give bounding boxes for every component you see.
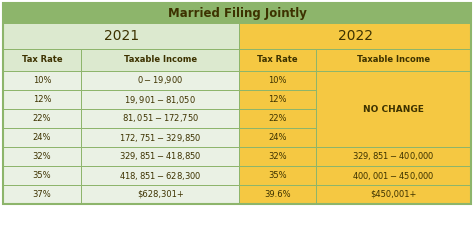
Text: Tax Rate: Tax Rate	[257, 55, 298, 64]
Bar	[239, 23, 471, 49]
Bar	[3, 71, 81, 90]
Bar	[3, 185, 81, 204]
Bar	[239, 185, 316, 204]
Bar	[3, 3, 471, 23]
Bar	[3, 166, 81, 185]
Bar	[3, 128, 81, 147]
Text: 22%: 22%	[33, 114, 51, 123]
Text: $172,751 - $329,850: $172,751 - $329,850	[119, 131, 201, 143]
Text: 24%: 24%	[33, 133, 51, 142]
Bar	[316, 49, 471, 71]
Text: $329,851 - $400,000: $329,851 - $400,000	[352, 151, 435, 163]
Text: 22%: 22%	[268, 114, 287, 123]
Bar	[239, 109, 316, 128]
Text: 32%: 32%	[33, 152, 51, 161]
Text: 37%: 37%	[33, 190, 51, 199]
Text: 10%: 10%	[33, 76, 51, 85]
Bar	[3, 109, 81, 128]
Bar	[3, 49, 81, 71]
Text: 39.6%: 39.6%	[264, 190, 291, 199]
Bar	[316, 71, 471, 147]
Text: Married Filing Jointly: Married Filing Jointly	[168, 7, 306, 20]
Bar	[239, 147, 316, 166]
Bar	[316, 166, 471, 185]
Bar	[3, 3, 471, 204]
Text: 12%: 12%	[268, 95, 287, 104]
Bar	[81, 71, 239, 90]
Text: 12%: 12%	[33, 95, 51, 104]
Text: $628,301+: $628,301+	[137, 190, 183, 199]
Bar	[239, 128, 316, 147]
Text: 24%: 24%	[268, 133, 287, 142]
Text: Taxable Income: Taxable Income	[124, 55, 197, 64]
Bar	[81, 147, 239, 166]
Bar	[81, 90, 239, 109]
Bar	[81, 49, 239, 71]
Text: $19,901 - $81,050: $19,901 - $81,050	[124, 93, 196, 105]
Bar	[81, 128, 239, 147]
Text: $0 - $19,900: $0 - $19,900	[137, 75, 183, 87]
Bar	[239, 71, 316, 90]
Bar	[239, 90, 316, 109]
Text: 10%: 10%	[268, 76, 287, 85]
Bar	[316, 185, 471, 204]
Text: Tax Rate: Tax Rate	[22, 55, 62, 64]
Bar	[3, 147, 81, 166]
Text: 2022: 2022	[337, 29, 373, 43]
Bar	[316, 147, 471, 166]
Bar	[81, 109, 239, 128]
Text: 35%: 35%	[33, 171, 51, 180]
Bar	[239, 49, 316, 71]
Text: NO CHANGE: NO CHANGE	[363, 105, 424, 114]
Text: 32%: 32%	[268, 152, 287, 161]
Text: $81,051 - $172,750: $81,051 - $172,750	[121, 113, 199, 125]
Text: $418,851 - $628,300: $418,851 - $628,300	[119, 169, 201, 181]
Bar	[81, 185, 239, 204]
Text: 35%: 35%	[268, 171, 287, 180]
Text: Taxable Income: Taxable Income	[357, 55, 430, 64]
Bar	[239, 166, 316, 185]
Text: 2021: 2021	[104, 29, 139, 43]
Bar	[3, 23, 239, 49]
Text: $400,001 - $450,000: $400,001 - $450,000	[352, 169, 435, 181]
Bar	[81, 166, 239, 185]
Text: $329,851 - $418,850: $329,851 - $418,850	[119, 151, 201, 163]
Bar	[3, 90, 81, 109]
Text: $450,001+: $450,001+	[370, 190, 417, 199]
